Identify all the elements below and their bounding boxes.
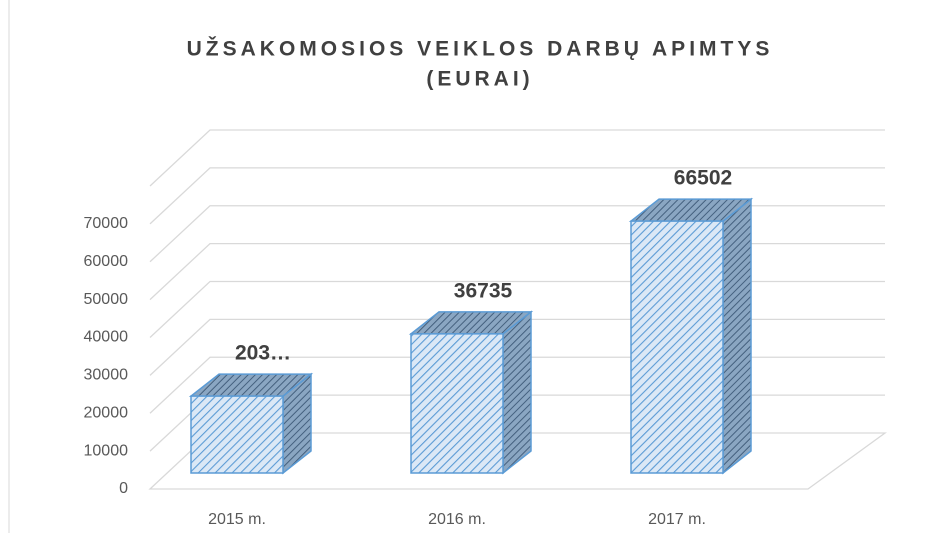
chart-title: (EURAI): [426, 68, 533, 91]
bar-front: [410, 333, 504, 474]
x-tick-label: 2015 m.: [208, 511, 266, 528]
y-tick-label: 60000: [84, 253, 129, 270]
grid-line: [149, 205, 885, 263]
y-tick-label: 40000: [84, 329, 129, 346]
floor: [148, 432, 887, 490]
bar-front: [630, 220, 724, 474]
bar: [628, 197, 754, 475]
x-tick-label: 2016 m.: [428, 511, 486, 528]
bar: [408, 310, 534, 475]
y-tick-label: 10000: [84, 442, 129, 459]
bar-side: [502, 310, 532, 475]
grid-line: [149, 129, 885, 187]
grid-line: [149, 167, 885, 225]
y-tick-label: 30000: [84, 367, 129, 384]
y-tick-label: 20000: [84, 404, 129, 421]
bar-side: [722, 197, 752, 475]
y-tick-label: 0: [119, 480, 128, 497]
value-label: 203…: [235, 342, 291, 365]
x-tick-label: 2017 m.: [648, 511, 706, 528]
chart-title: UŽSAKOMOSIOS VEIKLOS DARBŲ APIMTYS: [187, 37, 774, 61]
grid-line: [149, 242, 885, 301]
value-label: 36735: [454, 279, 513, 302]
bar: [188, 372, 314, 475]
y-tick-label: 50000: [84, 291, 129, 308]
y-tick-label: 70000: [84, 215, 129, 232]
value-label: 66502: [674, 167, 732, 190]
bar-front: [190, 395, 284, 474]
